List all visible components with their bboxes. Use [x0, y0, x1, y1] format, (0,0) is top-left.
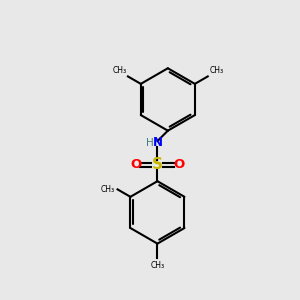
Text: CH₃: CH₃: [101, 185, 115, 194]
Text: CH₃: CH₃: [209, 66, 223, 75]
Text: N: N: [152, 136, 162, 149]
Text: CH₃: CH₃: [150, 262, 164, 271]
Text: CH₃: CH₃: [112, 66, 126, 75]
Text: O: O: [173, 158, 184, 171]
Text: O: O: [130, 158, 142, 171]
Text: S: S: [152, 158, 163, 172]
Text: H: H: [146, 138, 154, 148]
